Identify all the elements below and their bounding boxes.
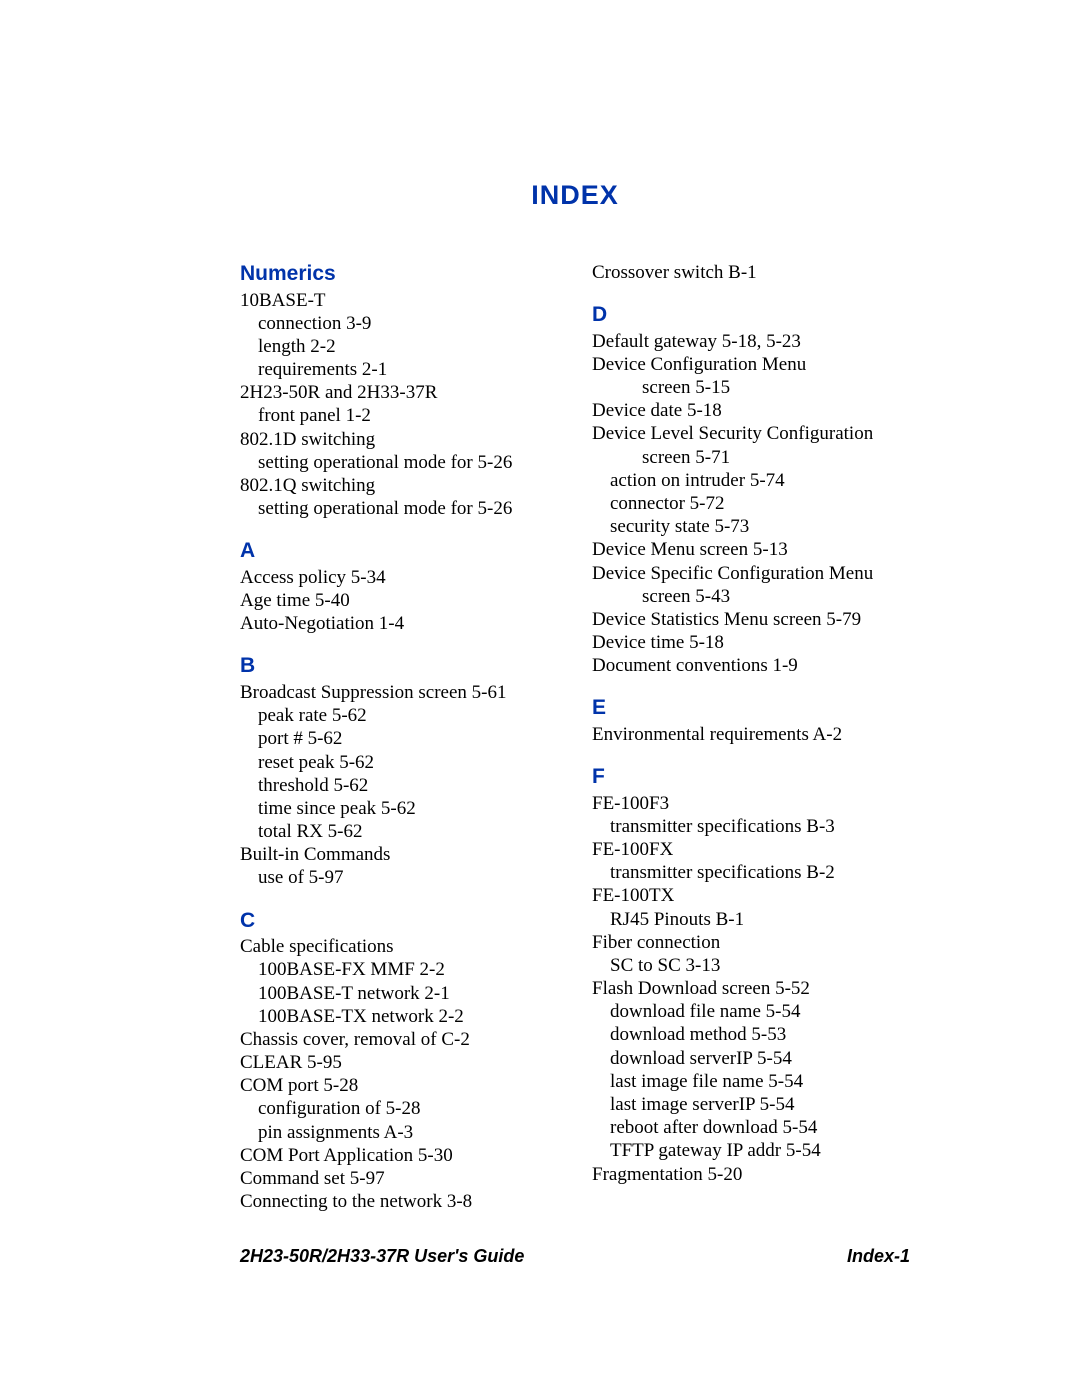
index-entry: 2H23-50R and 2H33-37R <box>240 381 558 404</box>
index-entry: Device date 5-18 <box>592 399 910 422</box>
index-entry: Document conventions 1-9 <box>592 654 910 677</box>
index-entry: screen 5-71 <box>592 446 910 469</box>
index-entry: Device Level Security Configuration <box>592 422 910 445</box>
index-entry: configuration of 5-28 <box>240 1097 558 1120</box>
section-body-a: Access policy 5-34Age time 5-40Auto-Nego… <box>240 566 558 636</box>
index-entry: SC to SC 3-13 <box>592 954 910 977</box>
index-entry: Default gateway 5-18, 5-23 <box>592 330 910 353</box>
index-entry: Cable specifications <box>240 935 558 958</box>
index-entry: FE-100F3 <box>592 792 910 815</box>
section-body-d: Default gateway 5-18, 5-23Device Configu… <box>592 330 910 678</box>
index-entry: Device Configuration Menu <box>592 353 910 376</box>
index-entry: security state 5-73 <box>592 515 910 538</box>
index-entry: port # 5-62 <box>240 727 558 750</box>
index-entry: 802.1Q switching <box>240 474 558 497</box>
section-heading-c: C <box>240 908 558 934</box>
section-heading-a: A <box>240 538 558 564</box>
index-entry: COM port 5-28 <box>240 1074 558 1097</box>
index-entry: last image serverIP 5-54 <box>592 1093 910 1116</box>
index-entry: 100BASE-TX network 2-2 <box>240 1005 558 1028</box>
index-entry: Device Statistics Menu screen 5-79 <box>592 608 910 631</box>
index-entry: RJ45 Pinouts B-1 <box>592 908 910 931</box>
index-entry: COM Port Application 5-30 <box>240 1144 558 1167</box>
index-entry: screen 5-15 <box>592 376 910 399</box>
index-entry: Device Menu screen 5-13 <box>592 538 910 561</box>
index-entry: length 2-2 <box>240 335 558 358</box>
index-entry: Command set 5-97 <box>240 1167 558 1190</box>
index-entry: requirements 2-1 <box>240 358 558 381</box>
section-body-c: Cable specifications100BASE-FX MMF 2-210… <box>240 935 558 1213</box>
index-entry: Crossover switch B-1 <box>592 261 910 284</box>
index-entry: setting operational mode for 5-26 <box>240 497 558 520</box>
index-entry: Age time 5-40 <box>240 589 558 612</box>
left-column: Numerics 10BASE-Tconnection 3-9length 2-… <box>240 261 558 1213</box>
index-entry: CLEAR 5-95 <box>240 1051 558 1074</box>
footer-right: Index-1 <box>847 1246 910 1267</box>
index-entry: 802.1D switching <box>240 428 558 451</box>
index-entry: threshold 5-62 <box>240 774 558 797</box>
index-entry: FE-100FX <box>592 838 910 861</box>
index-entry: connection 3-9 <box>240 312 558 335</box>
index-entry: Flash Download screen 5-52 <box>592 977 910 1000</box>
index-entry: Environmental requirements A-2 <box>592 723 910 746</box>
index-entry: download method 5-53 <box>592 1023 910 1046</box>
index-entry: setting operational mode for 5-26 <box>240 451 558 474</box>
index-entry: Device time 5-18 <box>592 631 910 654</box>
index-entry: download serverIP 5-54 <box>592 1047 910 1070</box>
index-entry: 100BASE-T network 2-1 <box>240 982 558 1005</box>
section-body-b: Broadcast Suppression screen 5-61peak ra… <box>240 681 558 890</box>
index-entry: reboot after download 5-54 <box>592 1116 910 1139</box>
index-entry: action on intruder 5-74 <box>592 469 910 492</box>
index-entry: Fiber connection <box>592 931 910 954</box>
index-entry: total RX 5-62 <box>240 820 558 843</box>
page-footer: 2H23-50R/2H33-37R User's Guide Index-1 <box>240 1246 910 1267</box>
index-entry: Broadcast Suppression screen 5-61 <box>240 681 558 704</box>
index-entry: Fragmentation 5-20 <box>592 1163 910 1186</box>
index-entry: 10BASE-T <box>240 289 558 312</box>
index-entry: screen 5-43 <box>592 585 910 608</box>
section-heading-f: F <box>592 764 910 790</box>
index-entry: use of 5-97 <box>240 866 558 889</box>
index-entry: transmitter specifications B-3 <box>592 815 910 838</box>
index-entry: front panel 1-2 <box>240 404 558 427</box>
index-entry: Device Specific Configuration Menu <box>592 562 910 585</box>
section-heading-numerics: Numerics <box>240 261 558 287</box>
index-columns: Numerics 10BASE-Tconnection 3-9length 2-… <box>240 261 910 1213</box>
index-entry: Access policy 5-34 <box>240 566 558 589</box>
index-entry: connector 5-72 <box>592 492 910 515</box>
section-heading-b: B <box>240 653 558 679</box>
index-entry: Auto-Negotiation 1-4 <box>240 612 558 635</box>
index-entry: Built-in Commands <box>240 843 558 866</box>
section-heading-e: E <box>592 695 910 721</box>
index-entry: 100BASE-FX MMF 2-2 <box>240 958 558 981</box>
index-page: INDEX Numerics 10BASE-Tconnection 3-9len… <box>0 0 1080 1397</box>
index-entry: pin assignments A-3 <box>240 1121 558 1144</box>
section-body-e: Environmental requirements A-2 <box>592 723 910 746</box>
footer-left: 2H23-50R/2H33-37R User's Guide <box>240 1246 524 1267</box>
index-entry: peak rate 5-62 <box>240 704 558 727</box>
section-body-numerics: 10BASE-Tconnection 3-9length 2-2requirem… <box>240 289 558 521</box>
index-entry: Chassis cover, removal of C-2 <box>240 1028 558 1051</box>
index-entry: time since peak 5-62 <box>240 797 558 820</box>
index-entry: Connecting to the network 3-8 <box>240 1190 558 1213</box>
index-entry: TFTP gateway IP addr 5-54 <box>592 1139 910 1162</box>
index-entry: transmitter specifications B-2 <box>592 861 910 884</box>
index-entry: reset peak 5-62 <box>240 751 558 774</box>
index-entry: download file name 5-54 <box>592 1000 910 1023</box>
index-entry: FE-100TX <box>592 884 910 907</box>
section-heading-d: D <box>592 302 910 328</box>
section-body-f: FE-100F3transmitter specifications B-3FE… <box>592 792 910 1186</box>
right-column: Crossover switch B-1 D Default gateway 5… <box>592 261 910 1213</box>
index-entry: last image file name 5-54 <box>592 1070 910 1093</box>
page-title: INDEX <box>240 180 910 211</box>
